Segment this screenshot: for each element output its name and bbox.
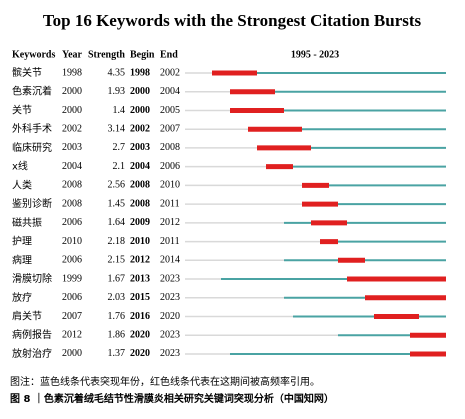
cell-end: 2005 (160, 105, 180, 116)
cell-end: 2020 (160, 311, 180, 322)
cell-strength: 1.67 (108, 273, 126, 284)
range-label: 1995 - 2023 (291, 49, 339, 60)
cell-strength: 1.45 (108, 198, 126, 209)
cell-strength: 2.18 (108, 236, 126, 247)
cell-keyword: 放射治疗 (12, 347, 52, 360)
cell-strength: 3.14 (108, 123, 126, 134)
cell-year: 1998 (62, 67, 82, 78)
column-header: Begin (130, 49, 155, 60)
cell-year: 1999 (62, 273, 82, 284)
cell-keyword: 病理 (12, 253, 32, 266)
cell-keyword: 关节 (12, 103, 32, 116)
cell-year: 2006 (62, 255, 82, 266)
cell-keyword: 髌关节 (12, 66, 42, 79)
note: 图注：蓝色线条代表突现年份，红色线条代表在这期间被高频率引用。 (10, 375, 320, 388)
cell-begin: 2003 (130, 142, 150, 153)
cell-begin: 2009 (130, 217, 150, 228)
cell-begin: 2020 (130, 348, 150, 359)
cell-end: 2010 (160, 180, 180, 191)
title: Top 16 Keywords with the Strongest Citat… (43, 11, 422, 30)
cell-strength: 2.7 (113, 142, 126, 153)
cell-strength: 1.86 (108, 330, 126, 341)
cell-begin: 2004 (130, 161, 150, 172)
cell-strength: 1.64 (108, 217, 126, 228)
cell-end: 2023 (160, 348, 180, 359)
cell-keyword: 人类 (12, 178, 32, 191)
cell-year: 2006 (62, 292, 82, 303)
cell-end: 2012 (160, 217, 180, 228)
cell-end: 2023 (160, 330, 180, 341)
cell-begin: 2010 (130, 236, 150, 247)
caption: 图 8 ｜色素沉着绒毛结节性滑膜炎相关研究关键词突现分析（中国知网） (10, 392, 334, 405)
cell-begin: 2000 (130, 105, 150, 116)
cell-end: 2007 (160, 123, 180, 134)
cell-year: 2012 (62, 330, 82, 341)
cell-keyword: 磁共振 (12, 216, 42, 229)
cell-end: 2011 (160, 198, 180, 209)
cell-begin: 2000 (130, 86, 150, 97)
cell-end: 2008 (160, 142, 180, 153)
cell-keyword: 滑膜切除 (12, 272, 52, 285)
cell-strength: 1.93 (108, 86, 126, 97)
column-header: Keywords (12, 49, 55, 60)
cell-year: 2003 (62, 142, 82, 153)
cell-end: 2011 (160, 236, 180, 247)
cell-year: 2000 (62, 86, 82, 97)
cell-year: 2008 (62, 198, 82, 209)
cell-end: 2006 (160, 161, 180, 172)
cell-end: 2002 (160, 67, 180, 78)
cell-keyword: 色素沉着 (12, 85, 52, 98)
cell-year: 2002 (62, 123, 82, 134)
cell-begin: 2002 (130, 123, 150, 134)
cell-year: 2000 (62, 348, 82, 359)
cell-begin: 2008 (130, 198, 150, 209)
cell-keyword: x线 (12, 160, 28, 173)
cell-keyword: 外科手术 (12, 122, 52, 135)
cell-begin: 2013 (130, 273, 150, 284)
cell-year: 2004 (62, 161, 82, 172)
cell-keyword: 护理 (12, 235, 32, 248)
cell-year: 2010 (62, 236, 82, 247)
cell-begin: 2012 (130, 255, 150, 266)
cell-end: 2023 (160, 292, 180, 303)
cell-begin: 2016 (130, 311, 150, 322)
cell-year: 2007 (62, 311, 82, 322)
cell-strength: 4.35 (108, 67, 126, 78)
cell-year: 2000 (62, 105, 82, 116)
cell-end: 2004 (160, 86, 180, 97)
cell-strength: 1.76 (108, 311, 126, 322)
cell-strength: 1.4 (113, 105, 126, 116)
cell-keyword: 肩关节 (12, 309, 42, 322)
cell-strength: 2.15 (108, 255, 126, 266)
cell-begin: 1998 (130, 67, 150, 78)
cell-strength: 2.56 (108, 180, 126, 191)
cell-end: 2023 (160, 273, 180, 284)
cell-begin: 2020 (130, 330, 150, 341)
cell-begin: 2008 (130, 180, 150, 191)
cell-keyword: 临床研究 (12, 141, 52, 154)
cell-strength: 2.03 (108, 292, 126, 303)
column-header: Strength (88, 49, 125, 60)
cell-end: 2014 (160, 255, 180, 266)
column-header: Year (62, 49, 83, 60)
cell-strength: 1.37 (108, 348, 126, 359)
cell-year: 2008 (62, 180, 82, 191)
cell-year: 2006 (62, 217, 82, 228)
cell-strength: 2.1 (113, 161, 126, 172)
cell-keyword: 病例报告 (12, 328, 52, 341)
column-header: End (160, 49, 178, 60)
cell-keyword: 放疗 (12, 291, 32, 304)
cell-keyword: 鉴别诊断 (12, 197, 52, 210)
cell-begin: 2015 (130, 292, 150, 303)
